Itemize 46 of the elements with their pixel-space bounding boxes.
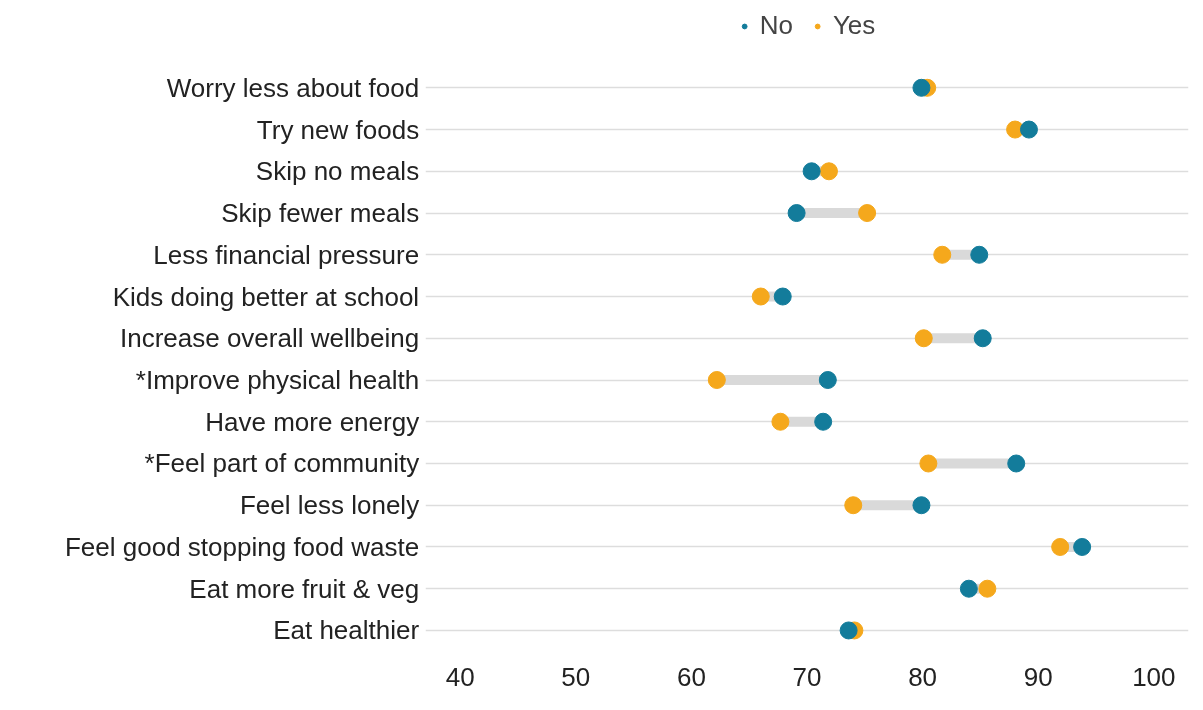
point [912,78,931,97]
x-tick-label: 60 [676,661,706,692]
point [912,496,931,515]
point [802,162,821,181]
point [818,371,837,389]
point [933,245,952,264]
x-tick-label: 100 [1132,661,1176,692]
y-tick-label: Skip no meals [255,156,420,187]
point [914,329,933,348]
point [771,412,790,431]
y-tick-label: Feel good stopping food waste [64,531,420,562]
point [858,204,877,223]
point [773,287,792,306]
point [1007,454,1026,473]
point [1073,537,1092,556]
point [919,454,938,473]
x-tick-label: 80 [908,661,938,692]
y-tick-label: *Feel part of community [144,448,420,479]
legend-label: No [759,10,793,41]
y-tick-label: Less financial pressure [153,239,420,270]
point [787,204,806,223]
y-tick-label: Worry less about food [166,72,420,103]
point [970,245,989,264]
point [844,496,863,515]
point [814,412,833,431]
point [973,329,992,348]
y-tick-label: Have more energy [205,406,420,437]
y-tick-label: Skip fewer meals [221,198,420,229]
point [839,621,858,640]
point [819,162,838,181]
x-tick-label: 40 [445,661,475,692]
y-tick-label: Try new foods [256,114,420,145]
x-tick-label: 70 [792,661,822,692]
y-tick-label: Increase overall wellbeing [119,323,420,354]
y-tick-label: Feel less lonely [239,490,420,521]
point [1051,537,1070,556]
y-tick-label: Kids doing better at school [112,281,420,312]
legend-label: Yes [832,10,876,41]
point [707,371,726,389]
x-tick-label: 50 [561,661,591,692]
point [751,287,770,306]
y-tick-label: Eat healthier [273,615,420,646]
y-tick-label: Eat more fruit & veg [189,573,420,604]
x-tick-label: 90 [1023,661,1053,692]
point [1019,120,1038,139]
y-tick-label: *Improve physical health [135,365,420,395]
